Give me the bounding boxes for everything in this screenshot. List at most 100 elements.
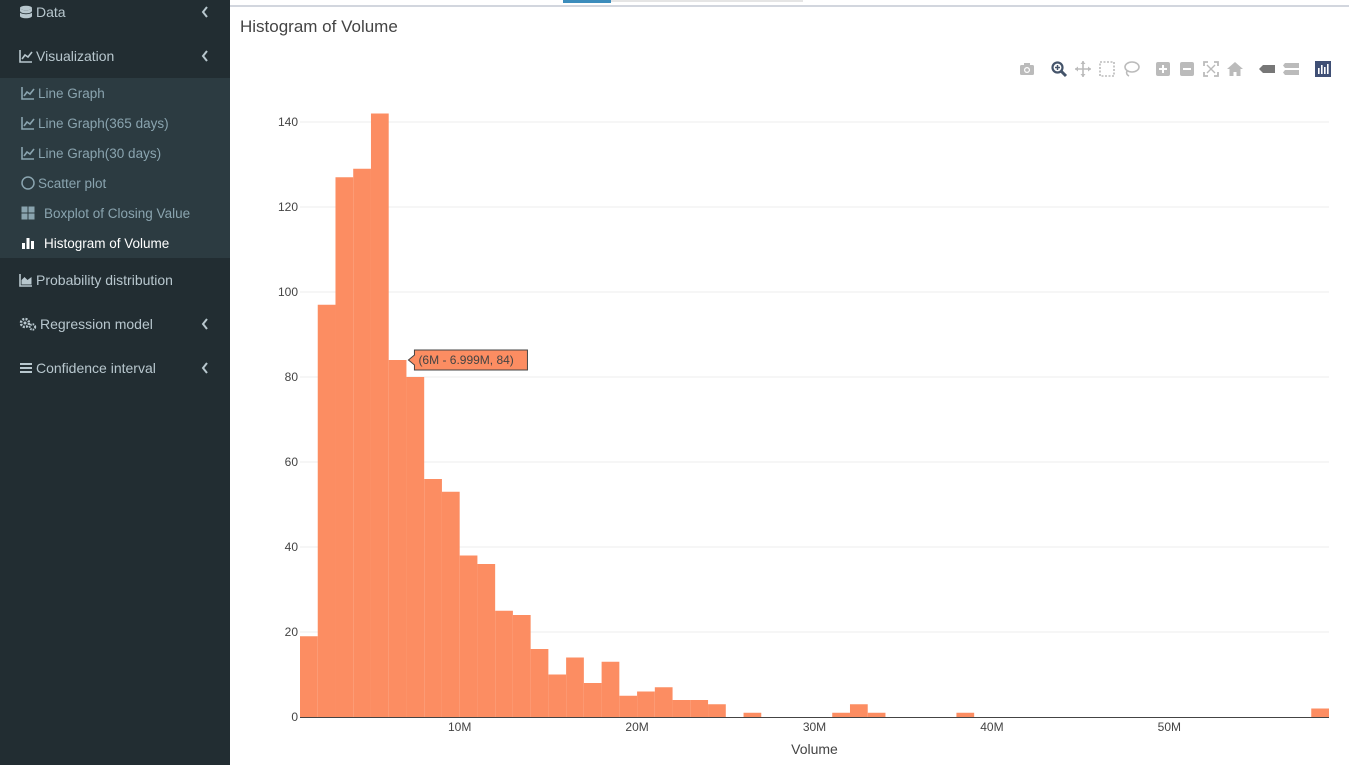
plot-modebar xyxy=(1018,60,1338,80)
x-tick-label: 20M xyxy=(625,720,648,734)
histogram-bar[interactable] xyxy=(654,687,673,717)
y-tick-label: 100 xyxy=(278,285,298,299)
tab-strip xyxy=(230,0,1349,7)
histogram-bar[interactable] xyxy=(849,704,868,717)
y-tick-label: 140 xyxy=(278,115,298,129)
histogram-bar[interactable] xyxy=(317,304,336,717)
bar-chart-icon xyxy=(20,235,36,251)
gridlines xyxy=(300,121,1329,633)
sidebar-item-label: Regression model xyxy=(40,316,153,332)
sidebar-item-probability[interactable]: Probability distribution xyxy=(0,260,230,300)
histogram-bar[interactable] xyxy=(708,704,726,717)
histogram-bar[interactable] xyxy=(495,610,513,717)
histogram-bar[interactable] xyxy=(1311,708,1329,718)
sidebar-item-boxplot[interactable]: Boxplot of Closing Value xyxy=(0,198,230,228)
tab-strip-segment xyxy=(611,0,803,2)
y-tick-label: 40 xyxy=(285,540,299,554)
histogram-bar[interactable] xyxy=(388,360,407,717)
sidebar-item-line-graph-365[interactable]: Line Graph(365 days) xyxy=(0,108,230,138)
sidebar: Data Visualization Line Graph Line Graph… xyxy=(0,0,230,765)
histogram-bar[interactable] xyxy=(583,683,602,717)
tooltip-box xyxy=(407,349,528,371)
y-tick-label: 120 xyxy=(278,200,298,214)
histogram-plot[interactable]: 0 20 40 60 80 100 120 140 10M 20M 30M 40M 50M Volume… xyxy=(230,0,1349,765)
zoom-in-icon[interactable] xyxy=(1154,60,1172,78)
histogram-bar[interactable] xyxy=(300,636,318,717)
x-axis-title: Volume xyxy=(791,741,838,757)
sidebar-item-label: Line Graph xyxy=(38,85,105,101)
y-tick-label: 60 xyxy=(285,455,299,469)
histogram-bar[interactable] xyxy=(424,479,442,717)
tooltip-text: (6M - 6.999M, 84) xyxy=(418,353,513,367)
line-chart-icon xyxy=(18,48,34,64)
box-select-icon[interactable] xyxy=(1098,60,1116,78)
lasso-icon[interactable] xyxy=(1122,60,1140,78)
histogram-bar[interactable] xyxy=(441,491,460,717)
x-tick-label: 10M xyxy=(448,720,471,734)
sidebar-item-label: Boxplot of Closing Value xyxy=(44,205,191,221)
main-content: Histogram of Volume 0 20 40 60 80 100 120 140 10… xyxy=(230,0,1349,765)
histogram-bar[interactable] xyxy=(335,177,354,717)
histogram-bar[interactable] xyxy=(566,657,584,718)
sidebar-item-label: Data xyxy=(36,4,66,20)
x-tick-label: 50M xyxy=(1158,720,1181,734)
chevron-left-icon xyxy=(201,318,208,330)
histogram-bar[interactable] xyxy=(459,555,478,718)
gears-icon xyxy=(18,316,38,332)
autoscale-icon[interactable] xyxy=(1202,60,1220,78)
database-icon xyxy=(18,4,34,20)
reset-axes-icon[interactable] xyxy=(1226,60,1244,78)
histogram-bar[interactable] xyxy=(477,564,496,717)
sidebar-item-scatter-plot[interactable]: Scatter plot xyxy=(0,168,230,198)
histogram-bar[interactable] xyxy=(512,615,531,717)
y-tick-label: 0 xyxy=(291,710,298,724)
line-chart-icon xyxy=(20,115,36,131)
hover-closest-icon[interactable] xyxy=(1258,60,1276,78)
hover-compare-icon[interactable] xyxy=(1282,60,1300,78)
histogram-bar[interactable] xyxy=(619,695,638,717)
circle-icon xyxy=(20,175,36,191)
sidebar-item-line-graph[interactable]: Line Graph xyxy=(0,78,230,108)
x-tick-label: 40M xyxy=(980,720,1003,734)
pan-icon[interactable] xyxy=(1074,60,1092,78)
sidebar-item-histogram[interactable]: Histogram of Volume xyxy=(0,228,230,258)
sidebar-item-confidence[interactable]: Confidence interval xyxy=(0,348,230,388)
zoom-icon[interactable] xyxy=(1050,60,1068,78)
histogram-bar[interactable] xyxy=(601,661,620,717)
histogram-bar[interactable] xyxy=(690,700,709,717)
line-chart-icon xyxy=(20,145,36,161)
histogram-bar[interactable] xyxy=(548,674,567,718)
x-tick-label: 30M xyxy=(803,720,826,734)
area-chart-icon xyxy=(18,272,34,288)
zoom-out-icon[interactable] xyxy=(1178,60,1196,78)
histogram-bar[interactable] xyxy=(637,691,655,718)
line-chart-icon xyxy=(20,85,36,101)
histogram-bar[interactable] xyxy=(406,377,425,717)
plotly-logo-icon[interactable] xyxy=(1314,60,1332,78)
histogram-bar[interactable] xyxy=(530,649,549,717)
histogram-bar[interactable] xyxy=(672,700,691,717)
camera-icon[interactable] xyxy=(1018,60,1036,78)
chevron-left-icon xyxy=(201,50,208,62)
histogram-bars[interactable] xyxy=(300,113,1329,718)
active-tab-indicator[interactable] xyxy=(563,0,611,3)
bars-icon xyxy=(18,360,34,376)
th-large-icon xyxy=(20,205,36,221)
y-tick-label: 20 xyxy=(285,625,299,639)
histogram-bar[interactable] xyxy=(353,168,371,717)
histogram-bar[interactable] xyxy=(743,712,762,717)
hover-tooltip: (6M - 6.999M, 84) xyxy=(407,349,528,371)
sidebar-item-data[interactable]: Data xyxy=(0,0,230,32)
sidebar-item-visualization[interactable]: Visualization xyxy=(0,36,230,76)
visualization-submenu: Line Graph Line Graph(365 days) Line Gra… xyxy=(0,78,230,258)
chevron-left-icon xyxy=(201,362,208,374)
histogram-bar[interactable] xyxy=(867,712,886,717)
histogram-bar[interactable] xyxy=(370,113,389,718)
sidebar-item-line-graph-30[interactable]: Line Graph(30 days) xyxy=(0,138,230,168)
sidebar-item-label: Line Graph(30 days) xyxy=(38,145,162,161)
histogram-bar[interactable] xyxy=(956,712,975,717)
sidebar-item-regression[interactable]: Regression model xyxy=(0,304,230,344)
histogram-bar[interactable] xyxy=(832,712,850,717)
page-title: Histogram of Volume xyxy=(240,17,398,36)
sidebar-item-label: Scatter plot xyxy=(38,175,107,191)
